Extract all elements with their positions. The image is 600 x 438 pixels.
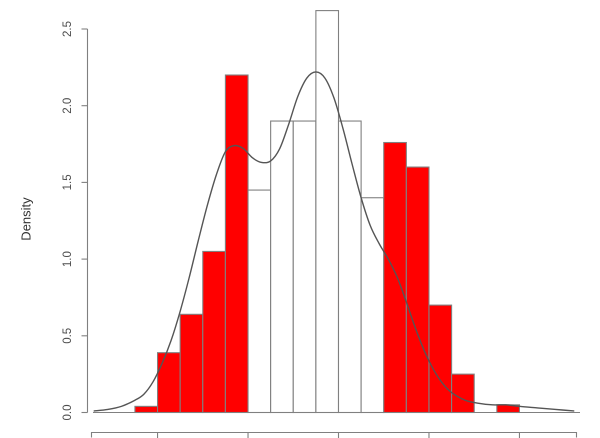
y-axis-title: Density <box>18 197 33 241</box>
histogram-bar <box>451 373 475 414</box>
histogram-bars <box>134 10 521 414</box>
y-tick-label: 0.5 <box>62 328 74 344</box>
histogram-bar <box>202 250 226 414</box>
histogram-bar <box>315 10 340 414</box>
histogram-bar <box>247 189 272 414</box>
y-tick-label: 2.0 <box>62 98 74 114</box>
histogram-bar <box>156 352 181 414</box>
y-tick-label: 0.0 <box>62 405 74 421</box>
histogram-bar <box>383 141 407 414</box>
density-curve <box>93 71 575 412</box>
y-tick-label: 1.0 <box>62 251 74 267</box>
y-axis-ticks <box>81 28 88 414</box>
histogram-bar <box>292 120 317 414</box>
y-tick-label: 2.5 <box>62 21 74 37</box>
y-axis-tick-labels: 0.0 0.5 1.0 1.5 2.0 2.5 <box>62 21 74 421</box>
y-tick-label: 1.5 <box>62 174 74 190</box>
histogram-bar <box>270 120 294 414</box>
histogram-bar <box>337 120 362 414</box>
histogram-bar <box>224 74 249 414</box>
histogram-bar <box>134 405 159 414</box>
histogram-bar <box>405 166 430 414</box>
histogram-bar <box>428 304 453 414</box>
x-axis-line <box>90 431 578 438</box>
histogram-bar <box>179 313 204 414</box>
x-axis-ticks <box>156 432 521 438</box>
